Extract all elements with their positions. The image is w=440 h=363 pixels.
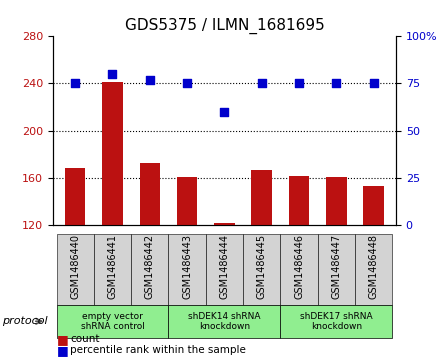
Text: shDEK14 shRNA
knockdown: shDEK14 shRNA knockdown xyxy=(188,311,260,331)
Text: GSM1486441: GSM1486441 xyxy=(107,234,117,299)
Point xyxy=(146,77,153,83)
Bar xyxy=(251,170,272,225)
Text: ■: ■ xyxy=(57,344,69,357)
Bar xyxy=(326,177,347,225)
Point xyxy=(370,81,377,86)
Text: GSM1486444: GSM1486444 xyxy=(220,234,229,299)
Text: count: count xyxy=(70,334,100,344)
Bar xyxy=(139,163,160,225)
Text: empty vector
shRNA control: empty vector shRNA control xyxy=(81,311,144,331)
Point xyxy=(109,71,116,77)
Text: percentile rank within the sample: percentile rank within the sample xyxy=(70,345,246,355)
Text: GSM1486446: GSM1486446 xyxy=(294,234,304,299)
Text: protocol: protocol xyxy=(2,316,48,326)
Text: GSM1486440: GSM1486440 xyxy=(70,234,80,299)
Bar xyxy=(177,177,198,225)
Bar xyxy=(65,168,85,225)
Point xyxy=(333,81,340,86)
Text: GSM1486442: GSM1486442 xyxy=(145,234,155,299)
Point xyxy=(183,81,191,86)
Text: GSM1486443: GSM1486443 xyxy=(182,234,192,299)
Point xyxy=(72,81,79,86)
Point xyxy=(258,81,265,86)
Bar xyxy=(214,223,235,225)
Text: ■: ■ xyxy=(57,333,69,346)
Point xyxy=(296,81,303,86)
Bar xyxy=(102,82,123,225)
Text: GSM1486448: GSM1486448 xyxy=(369,234,378,299)
Text: GSM1486447: GSM1486447 xyxy=(331,234,341,299)
Title: GDS5375 / ILMN_1681695: GDS5375 / ILMN_1681695 xyxy=(125,17,324,33)
Text: GSM1486445: GSM1486445 xyxy=(257,234,267,299)
Text: shDEK17 shRNA
knockdown: shDEK17 shRNA knockdown xyxy=(300,311,373,331)
Bar xyxy=(363,186,384,225)
Bar xyxy=(289,175,309,225)
Point xyxy=(221,109,228,115)
